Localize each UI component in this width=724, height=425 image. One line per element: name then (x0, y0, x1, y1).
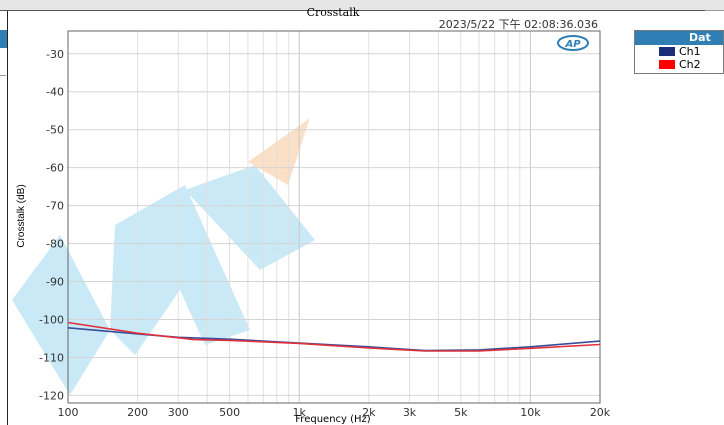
series-layer (67, 321, 601, 352)
legend-swatch-ch2 (659, 60, 675, 69)
left-panel-tab[interactable] (0, 30, 7, 48)
x-tick-label: 1k (293, 406, 307, 419)
plot-area (67, 30, 601, 404)
left-panel-divider (7, 11, 8, 425)
series-line-ch2 (67, 321, 601, 352)
legend-item-ch2[interactable]: Ch2 (635, 58, 723, 71)
chart-timestamp: 2023/5/22 下午 02:08:36.036 (439, 18, 598, 31)
y-tick-label: -80 (46, 238, 64, 251)
y-tick-label: -100 (39, 313, 64, 326)
y-tick-label: -120 (39, 389, 64, 402)
legend-header: Dat (635, 31, 723, 45)
y-tick-label: -40 (46, 86, 64, 99)
x-tick-label: 300 (168, 406, 189, 419)
window-top-border (0, 10, 705, 11)
y-tick-label: -90 (46, 276, 64, 289)
legend-swatch-ch1 (659, 47, 675, 56)
y-axis-label: Crosstalk (dB) (16, 184, 27, 247)
y-tick-label: -60 (46, 162, 64, 175)
y-tick-label: -50 (46, 124, 64, 137)
x-tick-label: 5k (454, 406, 468, 419)
x-tick-labels: 100 200 300 500 1k 2k 3k 5k 10k 20k (58, 406, 611, 419)
legend: Dat Ch1 Ch2 (634, 30, 724, 74)
svg-text:AP: AP (564, 39, 581, 50)
x-tick-label: 2k (362, 406, 376, 419)
legend-label-ch1: Ch1 (679, 45, 701, 58)
chart-title: Crosstalk (307, 6, 360, 19)
x-tick-label: 200 (127, 406, 148, 419)
y-tick-labels: -30 -40 -50 -60 -70 -80 -90 -100 -110 -120 (39, 48, 64, 403)
x-tick-label: 20k (590, 406, 611, 419)
x-tick-label: 100 (58, 406, 79, 419)
x-axis-label: Frequency (Hz) (295, 414, 371, 425)
x-tick-label: 500 (219, 406, 240, 419)
left-panel-tick (0, 75, 6, 76)
y-tick-label: -110 (39, 351, 64, 364)
legend-label-ch2: Ch2 (679, 58, 701, 71)
y-tick-label: -70 (46, 200, 64, 213)
x-tick-label: 10k (520, 406, 541, 419)
ap-logo: AP (557, 35, 589, 51)
legend-item-ch1[interactable]: Ch1 (635, 45, 723, 58)
y-tick-label: -30 (46, 48, 64, 61)
x-tick-label: 3k (403, 406, 417, 419)
